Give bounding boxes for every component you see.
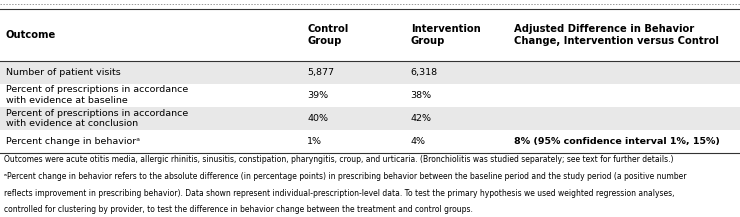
Text: 38%: 38% (411, 91, 432, 100)
Text: 42%: 42% (411, 114, 431, 123)
Bar (0, 84, 740, 107)
Text: Percent change in behaviorᵃ: Percent change in behaviorᵃ (6, 137, 140, 146)
Bar (0, 61, 740, 84)
Text: Number of patient visits: Number of patient visits (6, 68, 121, 77)
Text: 4%: 4% (411, 137, 426, 146)
Text: 5,877: 5,877 (307, 68, 334, 77)
Bar (0, 107, 740, 130)
Text: 8% (95% confidence interval 1%, 15%): 8% (95% confidence interval 1%, 15%) (514, 137, 720, 146)
Text: Adjusted Difference in Behavior
Change, Intervention versus Control: Adjusted Difference in Behavior Change, … (514, 24, 719, 46)
Bar (0, 130, 740, 153)
Text: Intervention
Group: Intervention Group (411, 24, 480, 46)
Text: 40%: 40% (307, 114, 328, 123)
Text: ᵃPercent change in behavior refers to the absolute difference (in percentage poi: ᵃPercent change in behavior refers to th… (4, 172, 686, 181)
Text: Control
Group: Control Group (307, 24, 349, 46)
Text: Percent of prescriptions in accordance
with evidence at baseline: Percent of prescriptions in accordance w… (6, 85, 188, 105)
Text: 6,318: 6,318 (411, 68, 438, 77)
Text: Outcome: Outcome (6, 30, 56, 40)
Text: Outcomes were acute otitis media, allergic rhinitis, sinusitis, constipation, ph: Outcomes were acute otitis media, allerg… (4, 155, 673, 164)
Text: Percent of prescriptions in accordance
with evidence at conclusion: Percent of prescriptions in accordance w… (6, 108, 188, 128)
Text: 1%: 1% (307, 137, 322, 146)
Text: 39%: 39% (307, 91, 329, 100)
Text: controlled for clustering by provider, to test the difference in behavior change: controlled for clustering by provider, t… (4, 205, 473, 214)
Bar (0, 9, 740, 61)
Text: reflects improvement in prescribing behavior). Data shown represent individual-p: reflects improvement in prescribing beha… (4, 189, 674, 197)
